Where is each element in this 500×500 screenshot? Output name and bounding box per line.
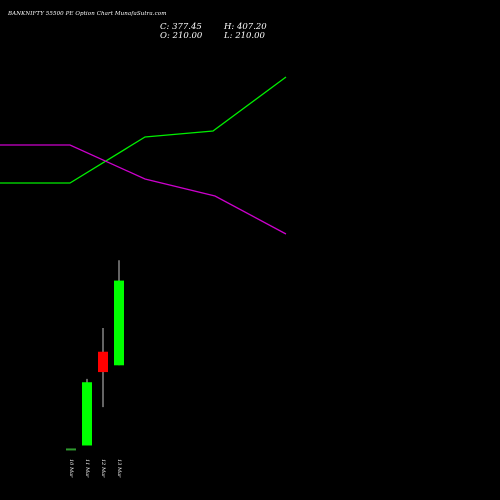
high-value: H: 407.20: [224, 22, 267, 32]
chart-title: BANKNIFTY 55500 PE Option Chart MunafaSu…: [8, 11, 167, 17]
candle-body: [66, 448, 76, 451]
overlay-line-magenta: [0, 144, 287, 235]
candle-body: [98, 351, 108, 373]
x-axis-label: 11 Mar: [84, 459, 90, 478]
candle-body: [114, 280, 124, 366]
overlay-line-green: [0, 76, 287, 184]
x-axis-label: 12 Mar: [100, 459, 106, 478]
low-value: L: 210.00: [224, 31, 265, 41]
candle-body: [82, 382, 92, 446]
close-value: C: 377.45: [160, 22, 202, 32]
x-axis-label: 13 Mar: [116, 459, 122, 478]
x-axis-label: 10 Mar: [68, 459, 74, 478]
open-value: O: 210.00: [160, 31, 203, 41]
